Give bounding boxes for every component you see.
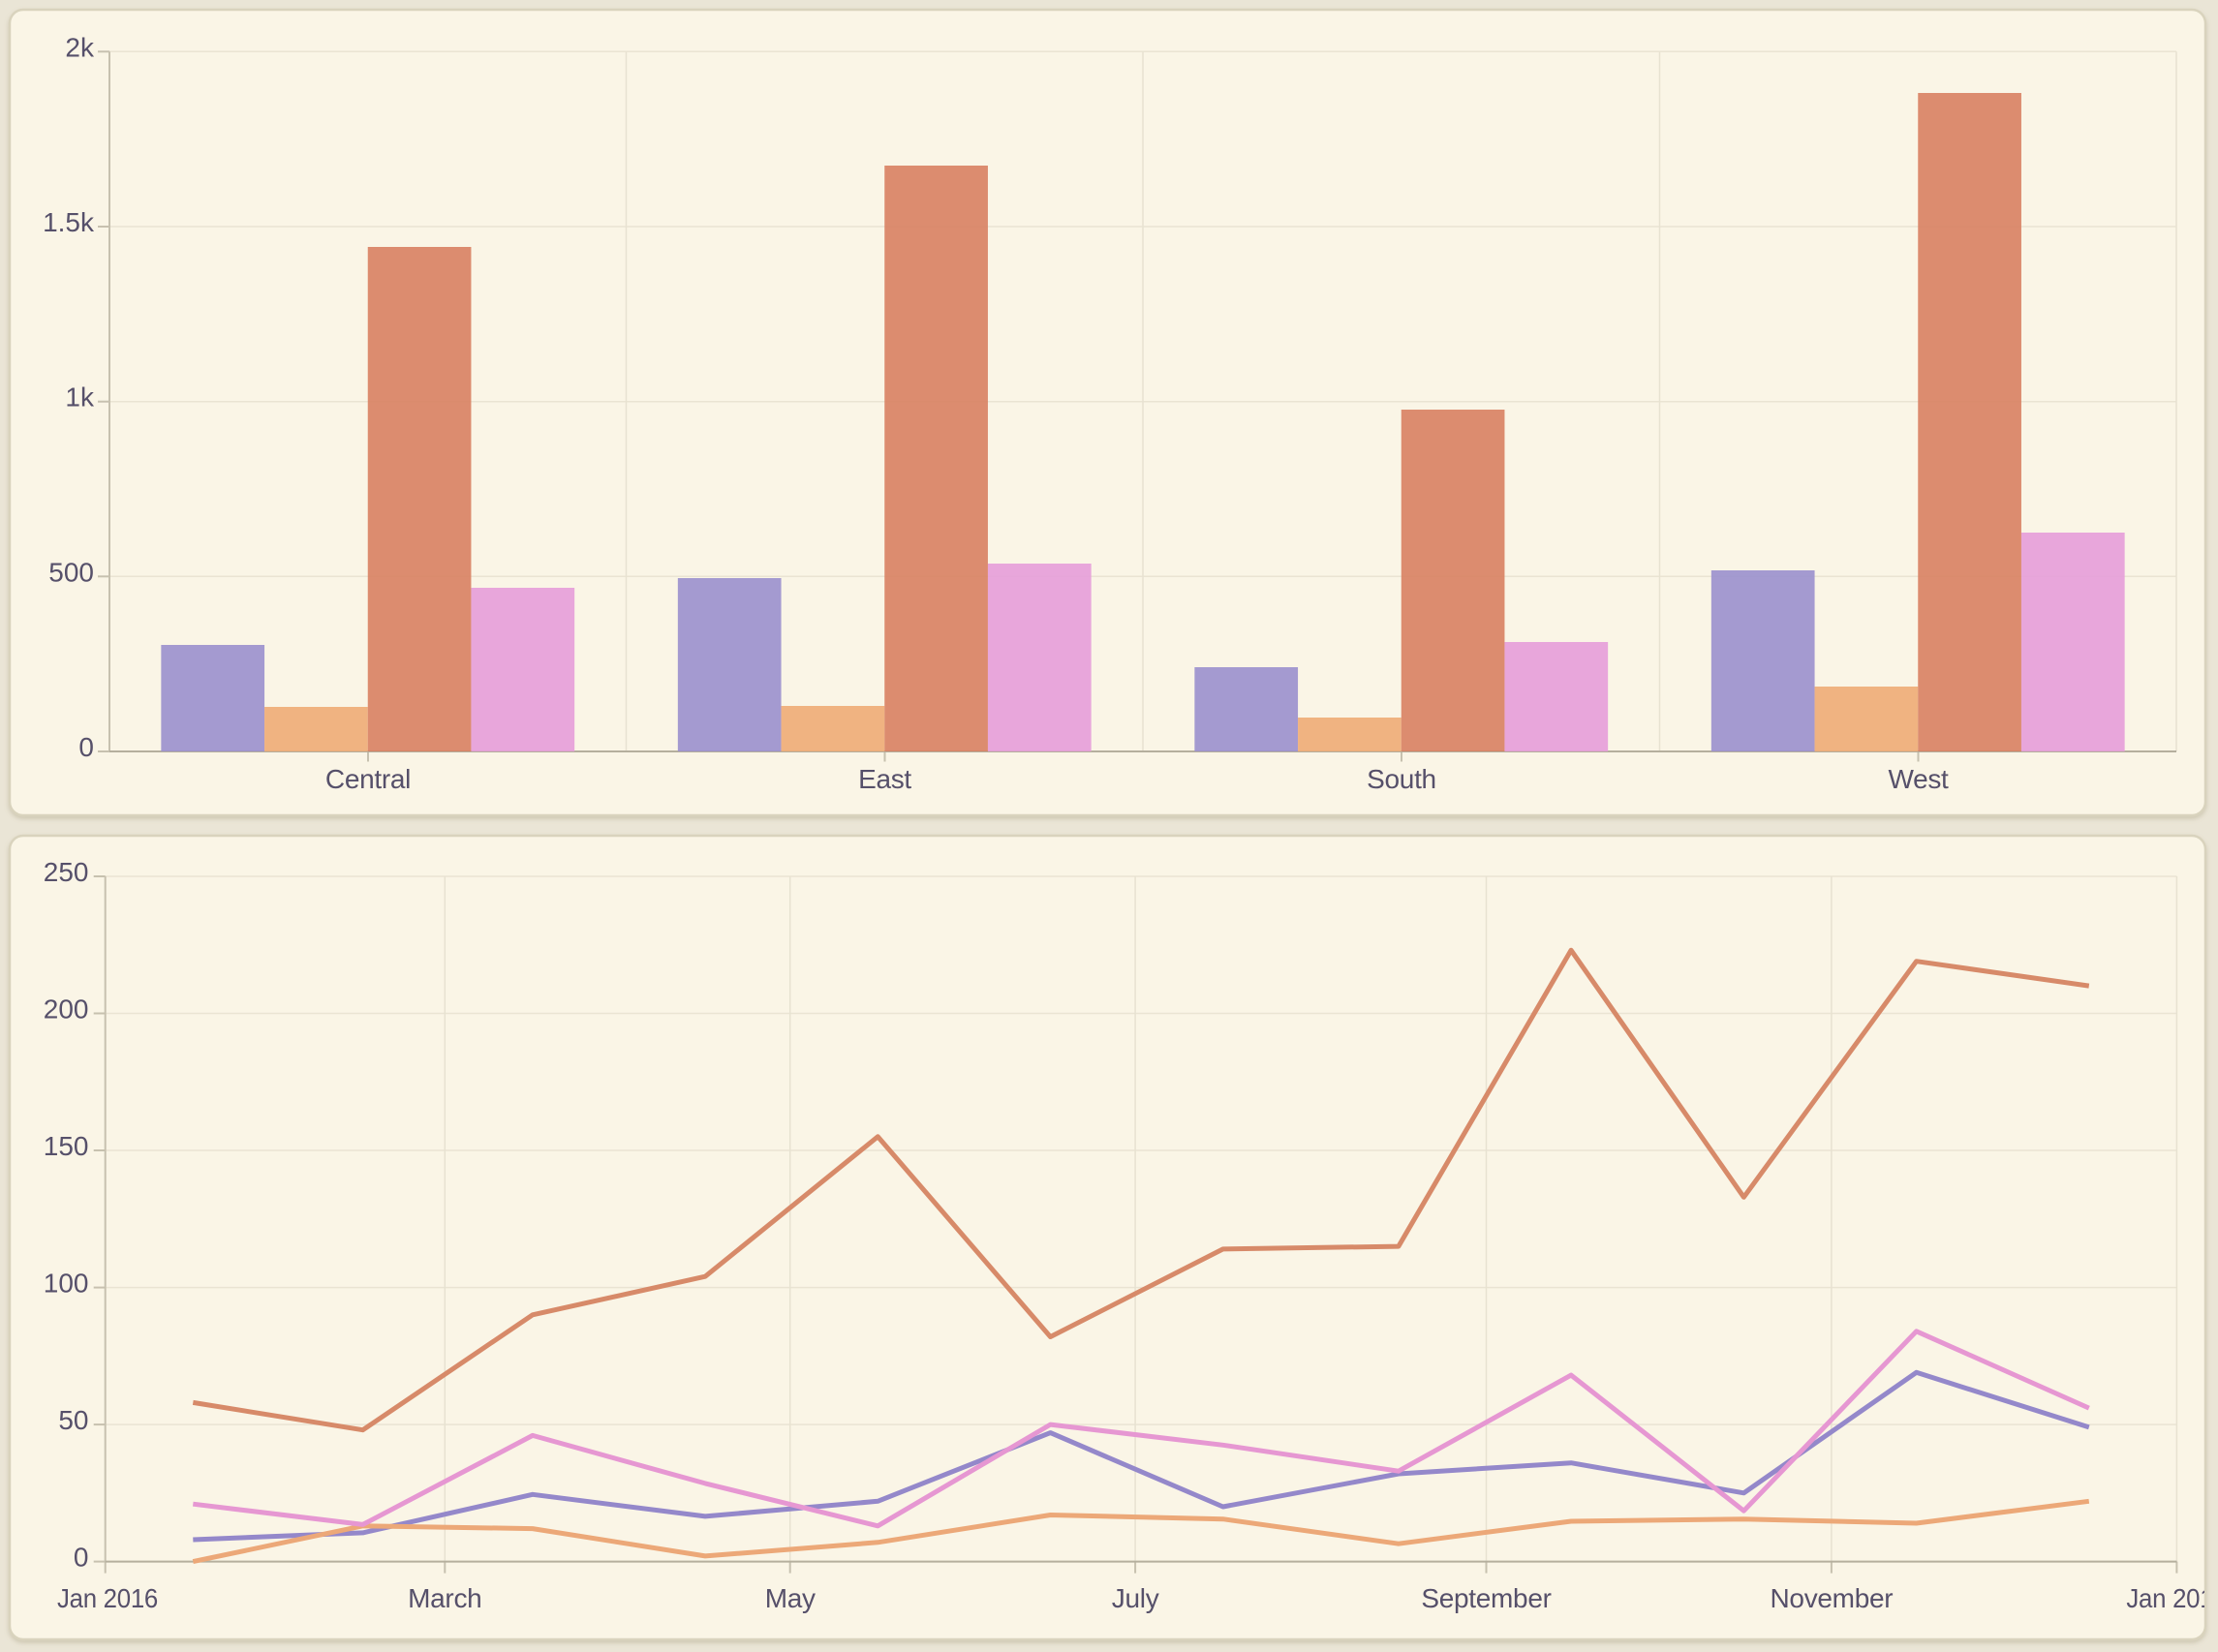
svg-text:0: 0 [78,732,94,762]
svg-text:1k: 1k [65,382,95,413]
svg-text:March: March [408,1583,481,1613]
svg-text:Central: Central [325,764,411,794]
svg-text:1.5k: 1.5k [43,207,95,237]
svg-text:May: May [765,1583,816,1613]
svg-text:Jan 2017: Jan 2017 [2126,1583,2218,1613]
svg-text:2k: 2k [65,32,95,62]
svg-text:0: 0 [74,1543,89,1573]
svg-text:November: November [1771,1583,1894,1613]
svg-text:West: West [1888,764,1949,794]
svg-text:South: South [1367,764,1436,794]
svg-text:500: 500 [48,557,94,587]
svg-text:100: 100 [44,1269,89,1299]
svg-text:East: East [858,764,911,794]
svg-text:Jan 2016: Jan 2016 [57,1583,158,1613]
svg-text:200: 200 [44,994,89,1025]
svg-text:150: 150 [44,1131,89,1161]
svg-text:July: July [1112,1583,1159,1613]
svg-text:September: September [1421,1583,1551,1613]
svg-text:250: 250 [44,857,89,887]
svg-text:50: 50 [58,1405,88,1435]
